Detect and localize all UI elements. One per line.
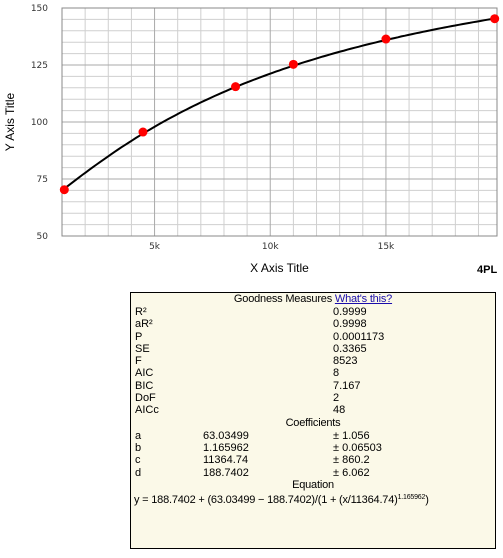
fit-curve bbox=[63, 17, 495, 190]
data-point bbox=[59, 185, 69, 195]
measure-value: 0.9998 bbox=[333, 318, 367, 331]
coef-value: 188.7402 bbox=[203, 466, 249, 479]
measure-row: P 0.0001173 bbox=[131, 331, 495, 343]
measure-label: aR² bbox=[135, 318, 153, 331]
coef-row: c 11364.74 ± 860.2 bbox=[131, 454, 495, 466]
data-point bbox=[288, 59, 298, 69]
measure-row: AICc 48 bbox=[131, 404, 495, 416]
x-axis-title: X Axis Title bbox=[250, 261, 309, 275]
y-tick-label: 50 bbox=[37, 232, 49, 242]
equation-text: y = 188.7402 + (63.03499 − 188.7402)/(1 … bbox=[134, 493, 398, 506]
coef-row: b 1.165962 ± 0.06503 bbox=[131, 442, 495, 454]
stats-panel: Goodness Measures What's this? R² 0.9999 … bbox=[130, 292, 496, 549]
measure-value: 0.3365 bbox=[333, 342, 367, 355]
x-tick-label: 10k bbox=[262, 242, 279, 252]
measure-label: F bbox=[135, 355, 142, 368]
coef-row: a 63.03499 ± 1.056 bbox=[131, 430, 495, 442]
measure-value: 0.9999 bbox=[333, 306, 367, 318]
goodness-header: Goodness Measures What's this? bbox=[131, 293, 495, 306]
coef-error: ± 860.2 bbox=[333, 454, 370, 467]
equation-exponent: 1.165962 bbox=[397, 493, 426, 501]
coef-name: c bbox=[135, 454, 141, 467]
y-tick-label: 75 bbox=[37, 175, 48, 185]
measure-label: R² bbox=[135, 306, 147, 318]
measure-value: 7.167 bbox=[333, 379, 361, 392]
coef-name: a bbox=[135, 429, 142, 442]
coef-value: 1.165962 bbox=[203, 441, 249, 454]
goodness-title: Goodness Measures bbox=[233, 293, 333, 305]
coefficients-header: Coefficients bbox=[285, 416, 341, 429]
measure-row: DoF 2 bbox=[131, 392, 495, 404]
measure-row: SE 0.3365 bbox=[131, 343, 495, 355]
measure-value: 8523 bbox=[333, 355, 358, 368]
y-tick-label: 150 bbox=[31, 4, 48, 14]
measure-label: BIC bbox=[135, 379, 154, 392]
x-tick-label: 15k bbox=[378, 242, 395, 252]
y-tick-label: 100 bbox=[31, 118, 48, 128]
coef-row: d 188.7402 ± 6.062 bbox=[131, 467, 495, 479]
measure-row: aR² 0.9998 bbox=[131, 318, 495, 330]
y-axis-title: Y Axis Title bbox=[3, 92, 17, 152]
coef-name: d bbox=[135, 466, 142, 479]
measure-value: 8 bbox=[333, 367, 340, 380]
data-point bbox=[138, 127, 148, 137]
measure-label: DoF bbox=[135, 392, 156, 405]
coef-error: ± 6.062 bbox=[333, 466, 370, 479]
coef-value: 11364.74 bbox=[203, 454, 249, 467]
measure-row: BIC 7.167 bbox=[131, 380, 495, 392]
data-point bbox=[490, 14, 500, 24]
equation-header: Equation bbox=[292, 478, 334, 491]
measure-value: 2 bbox=[333, 392, 340, 405]
coef-name: b bbox=[135, 441, 142, 454]
measure-row: F 8523 bbox=[131, 355, 495, 367]
measure-label: P bbox=[135, 330, 143, 343]
measure-row: AIC 8 bbox=[131, 367, 495, 379]
measure-value: 48 bbox=[333, 404, 346, 417]
measure-value: 0.0001173 bbox=[333, 330, 385, 343]
equation: y = 188.7402 + (63.03499 − 188.7402)/(1 … bbox=[131, 492, 495, 506]
plot-frame bbox=[61, 7, 498, 237]
measure-label: AIC bbox=[135, 367, 154, 380]
coef-error: ± 0.06503 bbox=[333, 441, 382, 454]
chart: 50 75 100 125 150 5k 10k 15k bbox=[31, 4, 500, 252]
data-point bbox=[381, 34, 391, 44]
coef-value: 63.03499 bbox=[203, 429, 249, 442]
model-label: 4PL bbox=[477, 264, 498, 276]
data-point bbox=[231, 82, 241, 92]
x-tick-label: 5k bbox=[149, 242, 161, 252]
measure-label: SE bbox=[135, 342, 150, 355]
equation-close: ) bbox=[425, 493, 429, 506]
measure-row: R² 0.9999 bbox=[131, 306, 495, 318]
coef-error: ± 1.056 bbox=[333, 429, 370, 442]
y-tick-label: 125 bbox=[31, 61, 48, 71]
whats-this-link[interactable]: What's this? bbox=[334, 293, 393, 305]
measure-label: AICc bbox=[135, 404, 159, 417]
